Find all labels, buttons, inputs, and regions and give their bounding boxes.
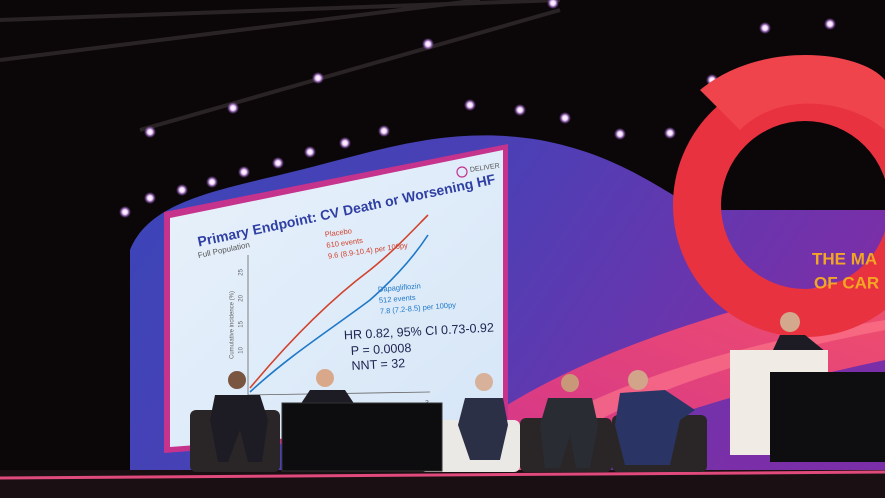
slide-y-tick: 25: [239, 268, 245, 275]
legend-name: Dapagliflozin: [378, 281, 422, 294]
person-head: [316, 369, 334, 387]
stage-light: [464, 99, 476, 111]
dapagliflozin-curve: [249, 234, 429, 393]
person: [300, 390, 355, 405]
person-head: [228, 371, 246, 389]
stage-light: [176, 184, 188, 196]
person: [540, 398, 598, 468]
stage-light: [238, 166, 250, 178]
placebo-curve: [249, 214, 429, 389]
speaker: [773, 335, 826, 352]
monitor: [281, 402, 443, 472]
stat-line: P = 0.0008: [350, 341, 411, 358]
slide-y-tick: 10: [239, 346, 245, 353]
stage-light: [312, 72, 324, 84]
legend-name: Placebo: [324, 226, 352, 239]
person: [615, 390, 695, 465]
logo-icon: [456, 166, 468, 178]
stage-light: [547, 0, 559, 9]
screen-equipment: [770, 372, 885, 462]
stage-light: [272, 157, 284, 169]
panel: [190, 312, 885, 472]
stage-light: [339, 137, 351, 149]
stage-light: [824, 18, 836, 30]
backdrop-text: OF CAR: [814, 273, 879, 292]
logo-ring-top: [700, 55, 885, 130]
person-head: [628, 370, 648, 390]
stage-light: [144, 126, 156, 138]
stage-light: [227, 102, 239, 114]
stage-light: [614, 128, 626, 140]
stage-lights: [119, 0, 836, 218]
stage-light: [144, 192, 156, 204]
stage-light: [378, 125, 390, 137]
person-head: [561, 374, 579, 392]
slide-y-tick: 20: [239, 294, 245, 301]
stage-light: [759, 22, 771, 34]
truss: [0, 0, 561, 132]
backdrop-text: THE MA: [812, 249, 877, 268]
stage-light: [559, 112, 571, 124]
stage-edge: [0, 470, 885, 480]
legend-events: 512 events: [379, 293, 417, 305]
stage-light: [514, 104, 526, 116]
slide-logo: DELIVER: [470, 163, 501, 174]
stage-light: [206, 176, 218, 188]
person: [210, 395, 268, 462]
stage-light: [119, 206, 131, 218]
stage-light: [304, 146, 316, 158]
stat-line: NNT = 32: [351, 356, 405, 373]
person: [458, 398, 508, 460]
person-head: [475, 373, 493, 391]
stage-light: [664, 127, 676, 139]
slide-y-tick: 15: [239, 320, 245, 327]
stage-light: [422, 38, 434, 50]
slide-axis-label: Cumulative incidence (%): [230, 291, 236, 359]
speaker-head: [780, 312, 800, 332]
